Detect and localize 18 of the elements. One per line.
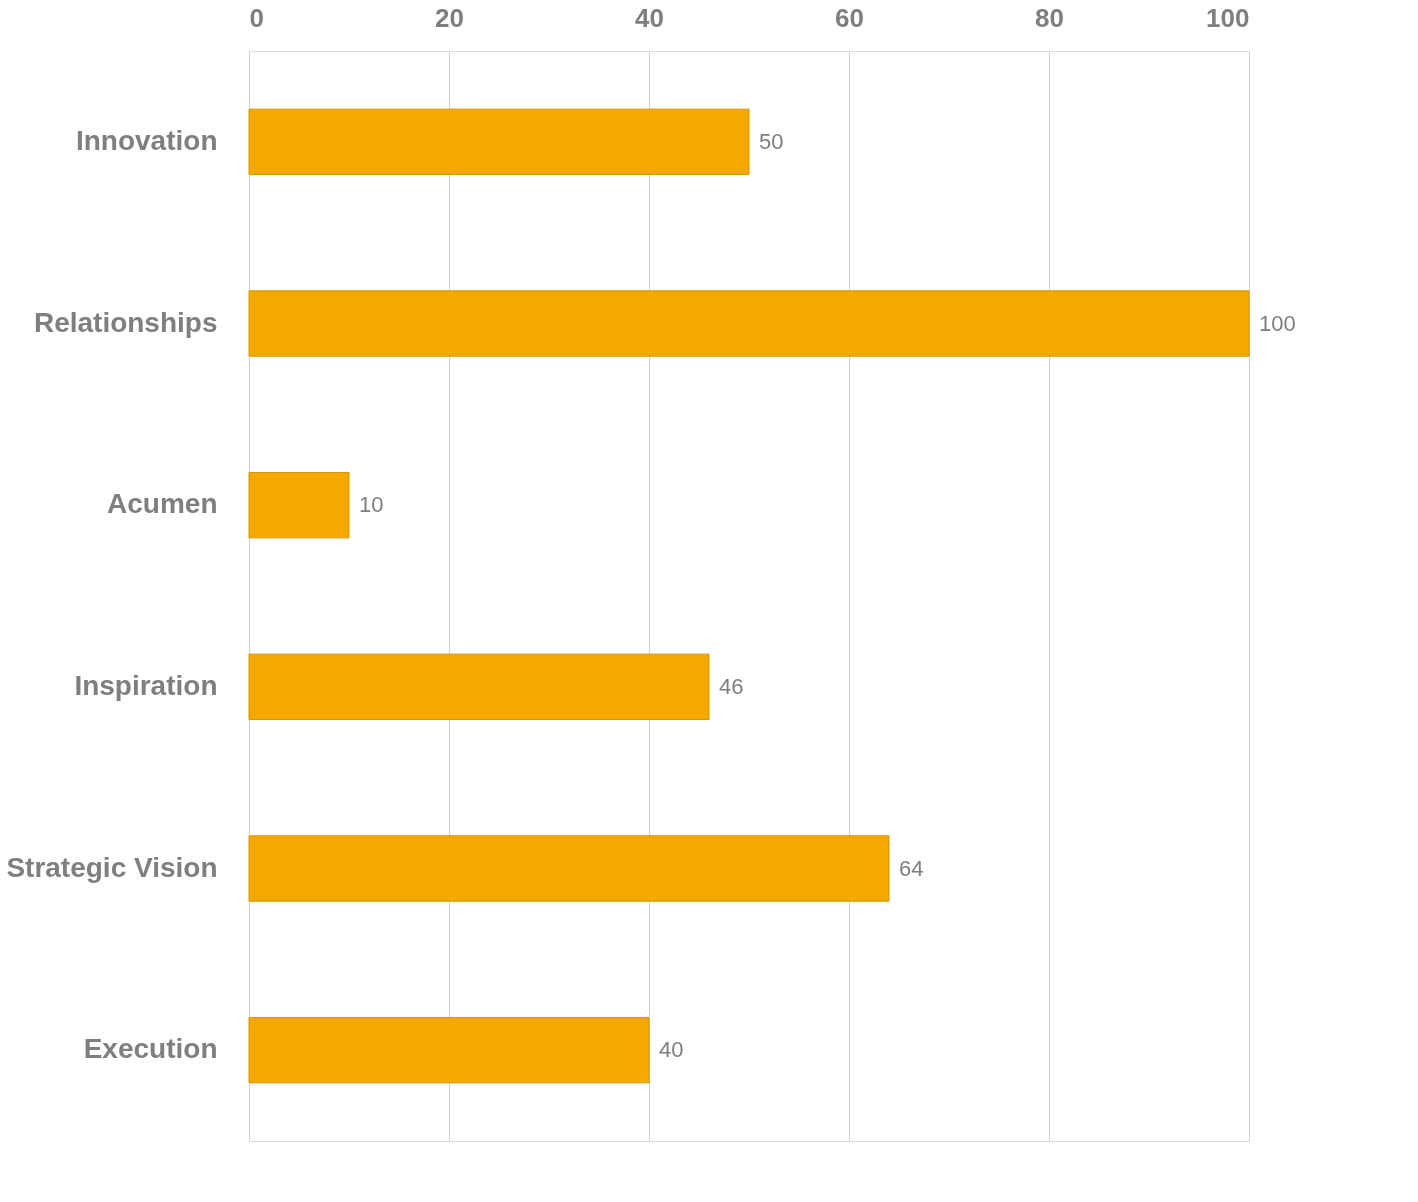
- x-tick-label: 60: [835, 2, 864, 33]
- data-label: 40: [659, 1037, 684, 1063]
- x-tick-label: 20: [435, 2, 464, 33]
- x-tick-label: 100: [1206, 2, 1250, 33]
- y-tick-label: Strategic Vision: [6, 851, 218, 883]
- x-tick-label: 40: [635, 2, 664, 33]
- x-tick-label: 0: [249, 2, 264, 33]
- y-tick-label: Relationships: [33, 306, 218, 338]
- data-label: 64: [899, 855, 924, 881]
- data-label: 100: [1259, 310, 1296, 336]
- y-tick-label: Innovation: [75, 124, 218, 156]
- y-tick-label: Inspiration: [74, 669, 218, 701]
- x-tick-label: 80: [1035, 2, 1064, 33]
- data-label: 50: [759, 128, 784, 154]
- y-tick-label: Acumen: [107, 488, 218, 520]
- y-tick-label: Execution: [83, 1033, 218, 1065]
- data-label: 10: [359, 492, 384, 518]
- data-label: 46: [719, 673, 744, 699]
